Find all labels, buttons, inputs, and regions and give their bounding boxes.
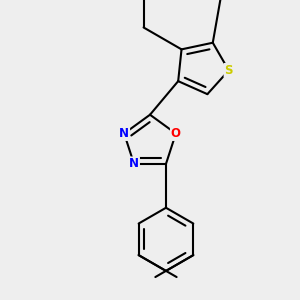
Text: N: N	[119, 127, 129, 140]
Text: N: N	[129, 158, 139, 170]
Text: S: S	[224, 64, 233, 77]
Text: O: O	[171, 127, 181, 140]
